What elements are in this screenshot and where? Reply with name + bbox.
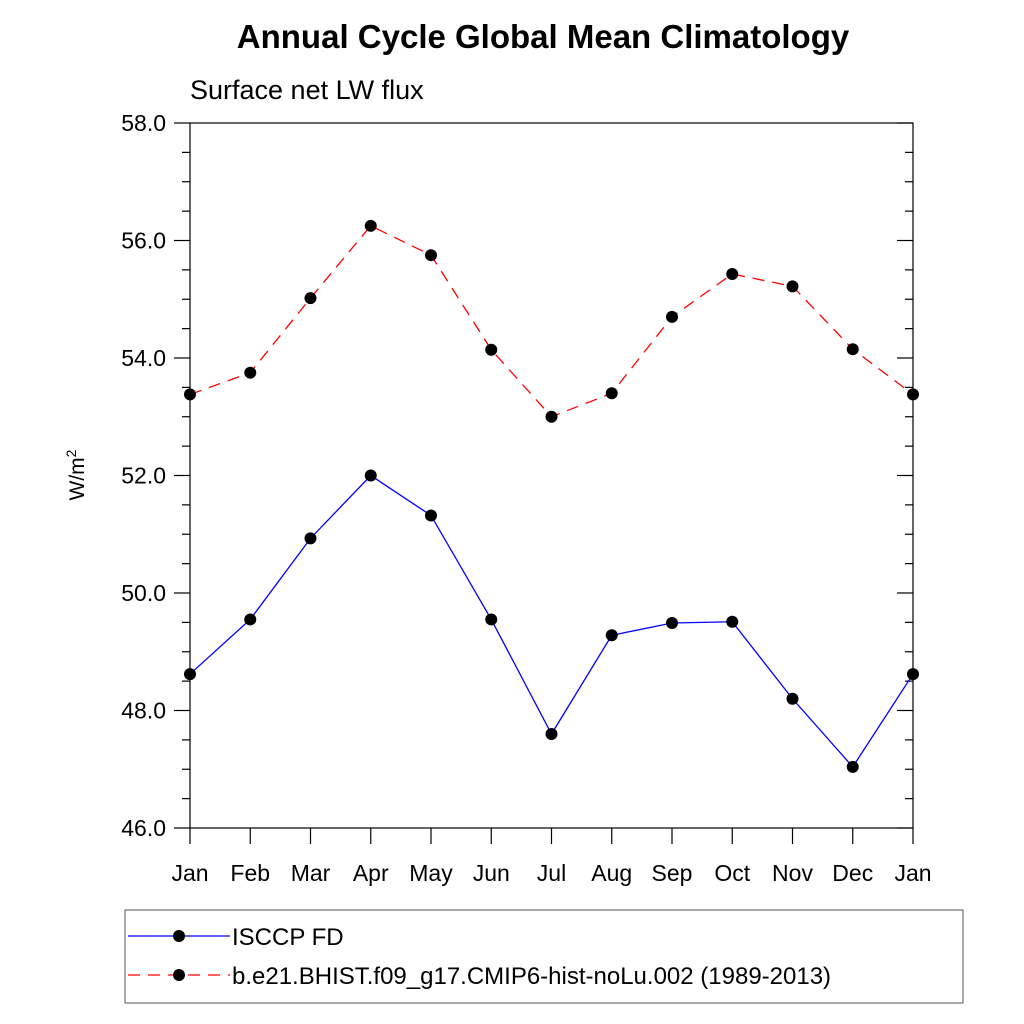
- x-tick-label: Jan: [171, 860, 208, 886]
- series-1-point: [605, 387, 618, 400]
- legend-marker-1: [173, 969, 185, 981]
- x-tick-label: Apr: [353, 860, 389, 886]
- series-line-1: [189, 225, 914, 418]
- y-tick-label: 56.0: [121, 228, 166, 254]
- y-axis-ticks: 46.0 48.0 50.0 52.0 54.0 56.0 58.0: [121, 110, 913, 841]
- series-1-point: [846, 343, 859, 356]
- legend-label-0: ISCCP FD: [232, 924, 344, 951]
- series-0-point: [545, 728, 558, 740]
- y-tick-label: 46.0: [121, 815, 166, 841]
- legend-marker-0: [173, 930, 185, 942]
- series-0-point: [304, 532, 317, 545]
- legend-box: [124, 909, 964, 1004]
- y-tick-label: 58.0: [121, 110, 166, 136]
- x-tick-label: Aug: [591, 860, 632, 886]
- series-0-point: [485, 613, 498, 626]
- x-tick-label: Jun: [473, 860, 510, 886]
- x-tick-label: Sep: [652, 860, 693, 886]
- series-line-0: [189, 474, 914, 768]
- x-tick-label: Jul: [537, 860, 566, 886]
- y-tick-label: 50.0: [121, 580, 166, 606]
- x-axis-ticks: Jan Feb Mar Apr May Jun Jul Aug Sep Oct Nov Dec Jan: [171, 828, 932, 886]
- legend: ISCCP FD b.e21.BHIST.f09_g17.CMIP6-hist-n…: [128, 924, 831, 990]
- y-tick-label: 54.0: [121, 345, 166, 371]
- series-0-point: [846, 760, 859, 773]
- series-1-point: [364, 219, 377, 232]
- y-axis-label: W/m2: [63, 449, 89, 500]
- series-0-point: [726, 615, 739, 628]
- chart-title: Annual Cycle Global Mean Climatology: [237, 18, 850, 55]
- y-axis-label-unit: W/m: [66, 457, 89, 500]
- series-0-point: [364, 469, 377, 482]
- y-tick-label: 52.0: [121, 463, 166, 489]
- series-1-point: [786, 280, 799, 293]
- x-tick-label: Nov: [772, 860, 813, 886]
- series-1-point: [666, 310, 678, 323]
- series-0-point: [244, 613, 257, 626]
- series-0-point: [605, 629, 618, 642]
- x-tick-label: Dec: [832, 860, 873, 886]
- x-tick-label: May: [409, 860, 453, 886]
- x-tick-label: Mar: [291, 860, 331, 886]
- plot-frame: [189, 122, 914, 829]
- series-1-point: [425, 249, 437, 262]
- x-tick-label: Jan: [894, 860, 931, 886]
- y-axis-label-exponent: 2: [63, 449, 79, 457]
- series-0-point: [786, 692, 799, 705]
- series-layer: [184, 219, 919, 773]
- series-1-point: [726, 267, 739, 280]
- series-1-point: [485, 343, 498, 356]
- series-1-point: [304, 292, 317, 305]
- series-0-point: [666, 616, 678, 629]
- x-tick-label: Oct: [714, 860, 750, 886]
- legend-label-1: b.e21.BHIST.f09_g17.CMIP6-hist-noLu.002 …: [232, 963, 831, 990]
- y-tick-label: 48.0: [121, 698, 166, 724]
- series-0-point: [425, 509, 437, 522]
- chart-subtitle: Surface net LW flux: [190, 75, 424, 105]
- series-1-point: [244, 366, 257, 379]
- series-1-point: [545, 410, 558, 423]
- x-tick-label: Feb: [230, 860, 270, 886]
